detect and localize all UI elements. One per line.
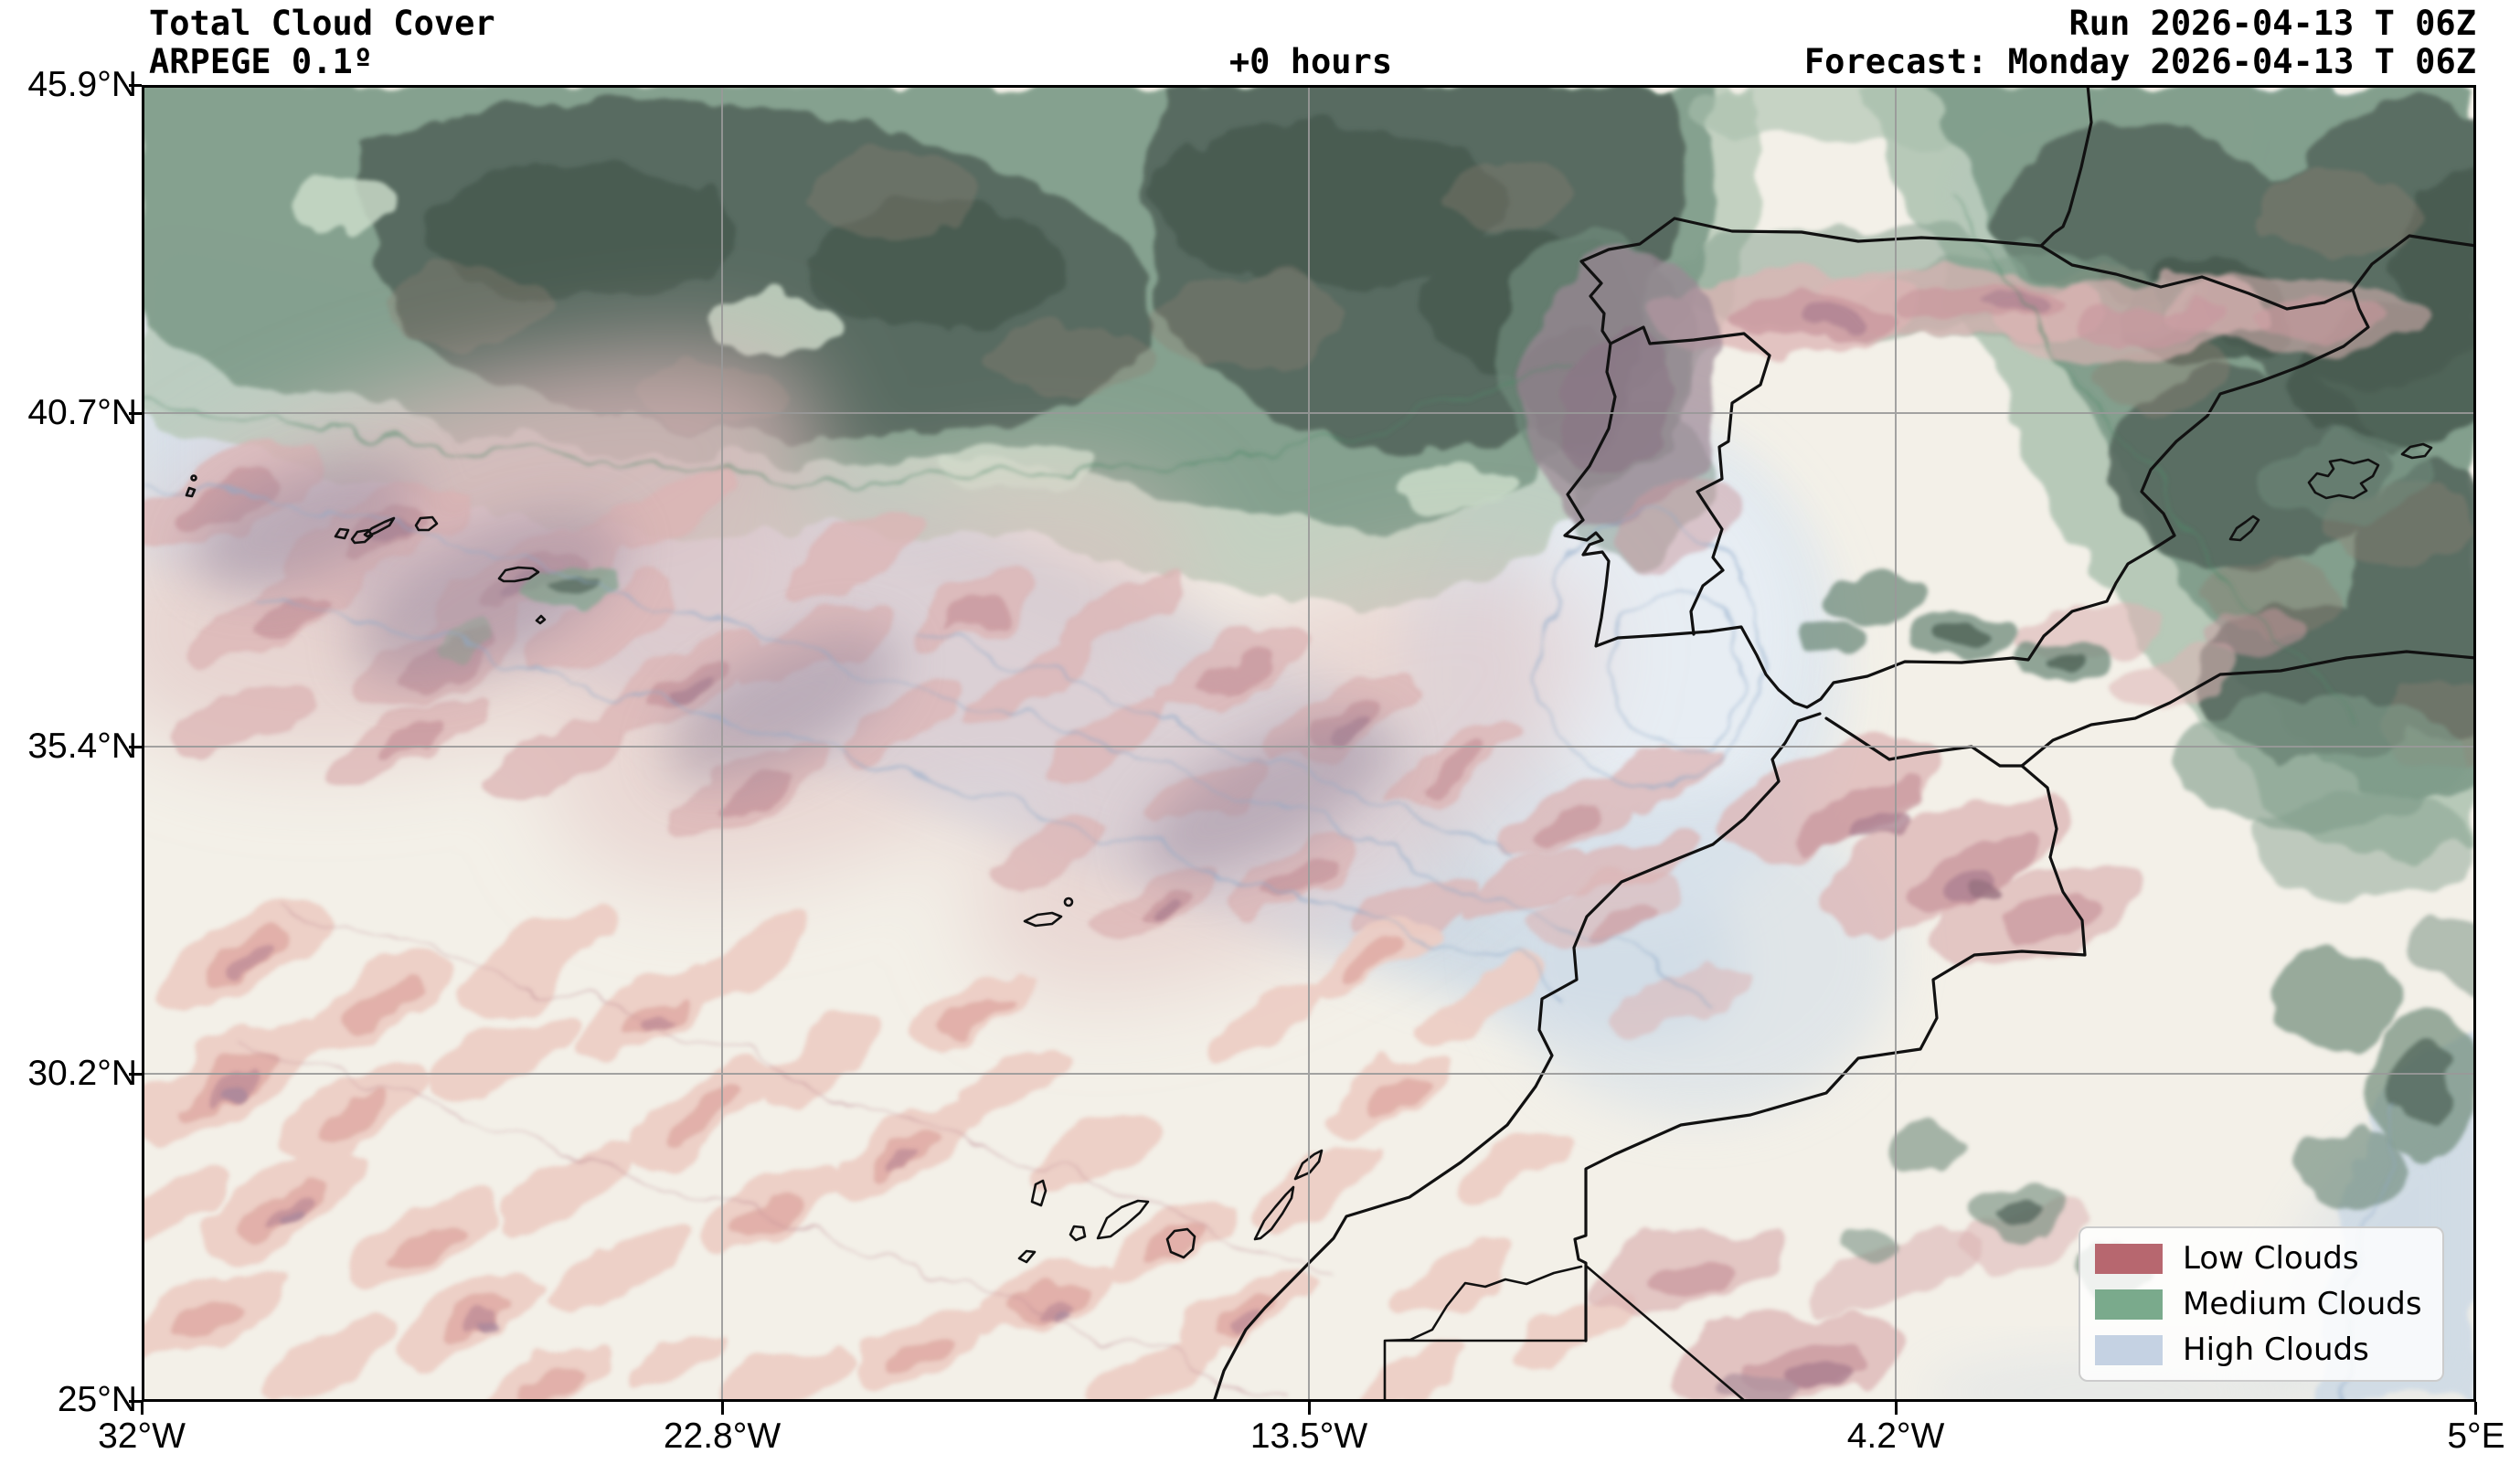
coastlines [1212, 85, 2476, 1402]
pink-blue-overlap-mauve [193, 458, 1391, 877]
cloud-cover-map [142, 85, 2476, 1402]
island-santa-maria [535, 614, 547, 625]
lat-tick-35-4n: 35.4°N [27, 727, 137, 766]
lat-tick-40-7n: 40.7°N [27, 393, 137, 432]
y-tick [129, 412, 142, 415]
island-terceira [414, 515, 439, 532]
island-madeira [1023, 911, 1063, 928]
low-clouds-atlas [1526, 738, 2150, 1036]
island-el-hierro [1017, 1249, 1037, 1264]
x-tick [1895, 1402, 1898, 1415]
x-tick [721, 1402, 724, 1415]
coastline-africa-mediterranean [1824, 650, 2476, 768]
coastline-africa-atlantic [1212, 712, 1822, 1402]
low-clouds-layer [142, 250, 2427, 1402]
lead-time-label: +0 hours [1228, 42, 1393, 81]
model-label: ARPEGE 0.1º [149, 42, 374, 81]
low-clouds-north-spain [1520, 250, 2427, 565]
border-morocco-algeria [1573, 764, 2087, 1342]
island-la-palma [1030, 1179, 1047, 1207]
legend-row-high-clouds: High Clouds [2095, 1331, 2428, 1368]
border-portugal-spain [1609, 325, 1771, 636]
island-gran-canaria [1165, 1227, 1196, 1259]
map-title: Total Cloud Cover [149, 4, 495, 43]
map-frame [142, 85, 2476, 1402]
island-menorca [2400, 442, 2433, 460]
lat-tick-45-9n: 45.9°N [27, 65, 137, 104]
lon-tick-22-8w: 22.8°W [663, 1416, 782, 1456]
legend-label: High Clouds [2183, 1331, 2369, 1368]
run-label: Run 2026-04-13 T 06Z [2068, 4, 2476, 43]
island-mallorca [2307, 458, 2380, 500]
islands [185, 442, 2433, 1264]
lon-tick-5e: 5°E [2447, 1416, 2505, 1456]
cloud-cover-plot [142, 85, 2476, 1402]
y-tick [129, 1400, 142, 1403]
legend-label: Medium Clouds [2183, 1286, 2422, 1322]
x-tick [2474, 1402, 2477, 1415]
medium-clouds-swatch [2095, 1289, 2163, 1320]
island-ibiza [2228, 515, 2260, 542]
y-tick [129, 84, 142, 87]
island-tenerife [1096, 1199, 1150, 1240]
legend-row-medium-clouds: Medium Clouds [2095, 1286, 2428, 1322]
island-sao-miguel [497, 566, 540, 583]
y-tick [129, 746, 142, 748]
x-tick [1308, 1402, 1311, 1415]
gridlines [142, 85, 2476, 1402]
legend: Low Clouds Medium Clouds High Clouds [2079, 1226, 2444, 1382]
island-pico [350, 528, 374, 545]
lon-tick-4-2w: 4.2°W [1846, 1416, 1945, 1456]
border-western-sahara [1383, 1264, 1748, 1402]
border-pyrenees [2039, 244, 2355, 311]
legend-row-low-clouds: Low Clouds [2095, 1240, 2428, 1277]
island-fuerteventura [1253, 1185, 1295, 1241]
high-clouds-swatch [2095, 1334, 2163, 1365]
forecast-label: Forecast: Monday 2026-04-13 T 06Z [1803, 42, 2476, 81]
island-flores [185, 486, 197, 498]
island-la-gomera [1069, 1225, 1087, 1242]
island-faial [334, 527, 350, 540]
legend-label: Low Clouds [2183, 1240, 2359, 1277]
island-sao-jorge [363, 516, 396, 538]
coastline-iberia-france [1563, 85, 2476, 709]
lon-tick-13-5w: 13.5°W [1249, 1416, 1368, 1456]
y-tick [129, 1073, 142, 1076]
lat-tick-30-2n: 30.2°N [27, 1054, 137, 1093]
lon-tick-32w: 32°W [98, 1416, 186, 1456]
medium-cloud-flecks [435, 563, 2476, 1297]
low-clouds-swatch [2095, 1243, 2163, 1274]
island-corvo [190, 474, 197, 482]
lat-tick-25n: 25°N [57, 1380, 137, 1419]
x-tick [141, 1402, 144, 1415]
island-porto-santo [1063, 896, 1074, 907]
